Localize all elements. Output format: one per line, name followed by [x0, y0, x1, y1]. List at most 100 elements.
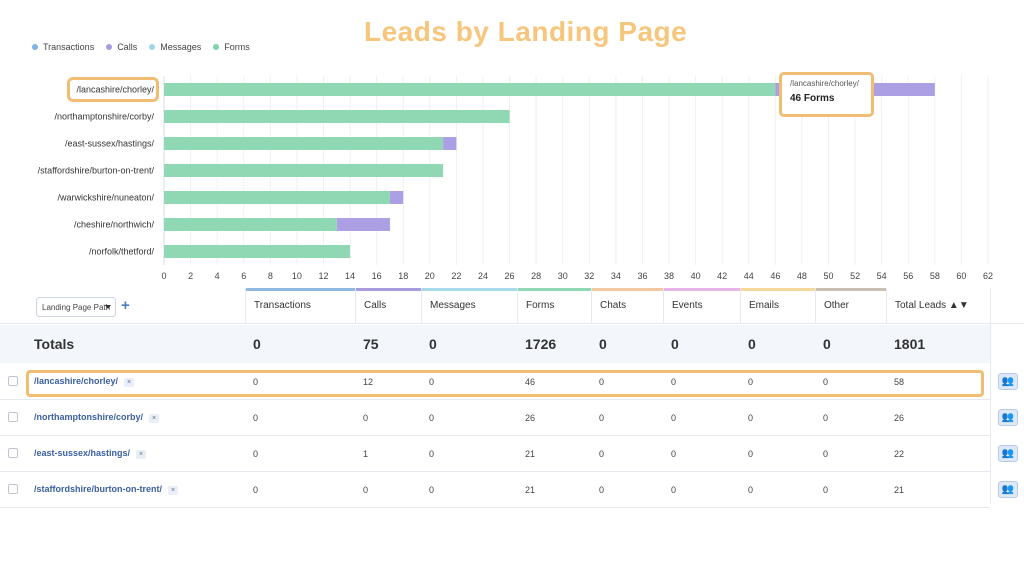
legend-item-messages[interactable]: Messages: [149, 42, 201, 52]
x-tick-label: 50: [824, 271, 834, 281]
people-icon[interactable]: 👥: [998, 373, 1018, 390]
x-tick-label: 20: [425, 271, 435, 281]
totals-value: 0: [823, 336, 831, 352]
column-color-bar: [816, 288, 886, 291]
table-cell: 58: [894, 377, 905, 387]
table-cell: 12: [363, 377, 374, 387]
row-checkbox[interactable]: [8, 484, 18, 494]
legend-item-calls[interactable]: Calls: [106, 42, 137, 52]
legend-item-forms[interactable]: Forms: [213, 42, 250, 52]
landing-page-link[interactable]: /northamptonshire/corby/ ×: [34, 412, 160, 423]
x-tick-label: 14: [345, 271, 355, 281]
bar-forms: [164, 218, 337, 231]
column-header[interactable]: Emails: [740, 288, 815, 324]
legend-label: Messages: [160, 42, 202, 52]
x-tick-label: 0: [161, 271, 166, 281]
bar-calls: [389, 191, 404, 204]
tooltip-label: /lancashire/chorley/: [790, 79, 859, 88]
column-header[interactable]: Calls: [355, 288, 421, 324]
actions-column: [990, 288, 1024, 504]
x-tick-label: 2: [188, 271, 193, 281]
landing-page-path-dropdown[interactable]: Landing Page Path: [36, 297, 116, 317]
remove-filter-icon[interactable]: ×: [136, 450, 147, 459]
column-header-label: Emails: [749, 300, 780, 311]
y-category-label: /norfolk/thetford/: [89, 247, 155, 257]
x-tick-label: 4: [215, 271, 220, 281]
x-tick-label: 52: [850, 271, 860, 281]
table-cell: 0: [823, 449, 829, 459]
x-tick-label: 60: [956, 271, 966, 281]
legend-dot: [106, 44, 113, 50]
table-cell: 0: [823, 485, 829, 495]
table-cell: 21: [894, 485, 905, 495]
table-cell: 0: [599, 377, 605, 387]
x-tick-label: 46: [770, 271, 780, 281]
landing-page-path: /lancashire/chorley/: [34, 376, 119, 386]
table-cell: 0: [363, 413, 369, 423]
table-cell: 21: [525, 485, 536, 495]
column-header[interactable]: Total Leads ▲▼: [886, 288, 990, 324]
totals-value: 0: [671, 336, 679, 352]
table-cell: 0: [671, 377, 677, 387]
people-icon[interactable]: 👥: [998, 409, 1018, 426]
bar-calls: [443, 137, 457, 150]
table-cell: 0: [599, 413, 605, 423]
totals-value: 1801: [894, 336, 926, 352]
row-checkbox[interactable]: [8, 376, 18, 386]
row-checkbox[interactable]: [8, 412, 18, 422]
column-header[interactable]: Chats: [591, 288, 663, 324]
remove-filter-icon[interactable]: ×: [149, 414, 160, 423]
table-cell: 0: [363, 485, 369, 495]
landing-page-link[interactable]: /lancashire/chorley/ ×: [34, 376, 135, 387]
bar-forms: [164, 83, 776, 96]
table-cell: 22: [894, 449, 905, 459]
remove-filter-icon[interactable]: ×: [124, 378, 135, 387]
headline-annotation: Leads by Landing Page: [364, 16, 688, 47]
legend-item-transactions[interactable]: Transactions: [32, 42, 94, 52]
people-icon[interactable]: 👥: [998, 481, 1018, 498]
totals-value: 0: [429, 336, 437, 352]
column-header[interactable]: Messages: [421, 288, 517, 324]
column-header[interactable]: Forms: [517, 288, 591, 324]
column-color-bar: [592, 288, 663, 291]
x-tick-label: 58: [930, 271, 940, 281]
landing-page-path: /staffordshire/burton-on-trent/: [34, 484, 162, 494]
x-tick-label: 36: [637, 271, 647, 281]
column-color-bar: [422, 288, 517, 291]
bar-forms: [164, 164, 444, 177]
column-header-label: Messages: [430, 300, 476, 311]
table-cell: 0: [671, 485, 677, 495]
table-cell: 0: [253, 413, 259, 423]
y-category-label: /warwickshire/nuneaton/: [57, 193, 154, 203]
column-header[interactable]: Transactions: [245, 288, 355, 324]
table-cell: 0: [748, 377, 754, 387]
chart-legend: Transactions Calls Messages Forms: [32, 42, 250, 52]
table-cell: 0: [253, 377, 259, 387]
highlight-row-box: [26, 370, 984, 397]
x-tick-label: 18: [398, 271, 408, 281]
landing-page-link[interactable]: /staffordshire/burton-on-trent/ ×: [34, 484, 179, 495]
x-tick-label: 22: [451, 271, 461, 281]
people-icon[interactable]: 👥: [998, 445, 1018, 462]
column-header[interactable]: Events: [663, 288, 740, 324]
column-header-label: Events: [672, 300, 703, 311]
y-category-label: /east-sussex/hastings/: [65, 139, 155, 149]
x-tick-label: 56: [903, 271, 913, 281]
table-cell: 0: [253, 485, 259, 495]
totals-value: 0: [599, 336, 607, 352]
landing-page-path: /northamptonshire/corby/: [34, 412, 144, 422]
x-tick-label: 8: [268, 271, 273, 281]
landing-page-path: /east-sussex/hastings/: [34, 448, 131, 458]
table-cell: 0: [429, 377, 435, 387]
landing-page-link[interactable]: /east-sussex/hastings/ ×: [34, 448, 147, 459]
legend-dot: [32, 44, 38, 50]
add-dimension-button[interactable]: +: [121, 297, 130, 314]
column-color-bar: [518, 288, 591, 291]
x-tick-label: 38: [664, 271, 674, 281]
row-checkbox[interactable]: [8, 448, 18, 458]
x-tick-label: 62: [983, 271, 993, 281]
legend-dot: [213, 44, 220, 50]
column-header[interactable]: Other: [815, 288, 886, 324]
x-tick-label: 6: [241, 271, 246, 281]
remove-filter-icon[interactable]: ×: [168, 486, 179, 495]
